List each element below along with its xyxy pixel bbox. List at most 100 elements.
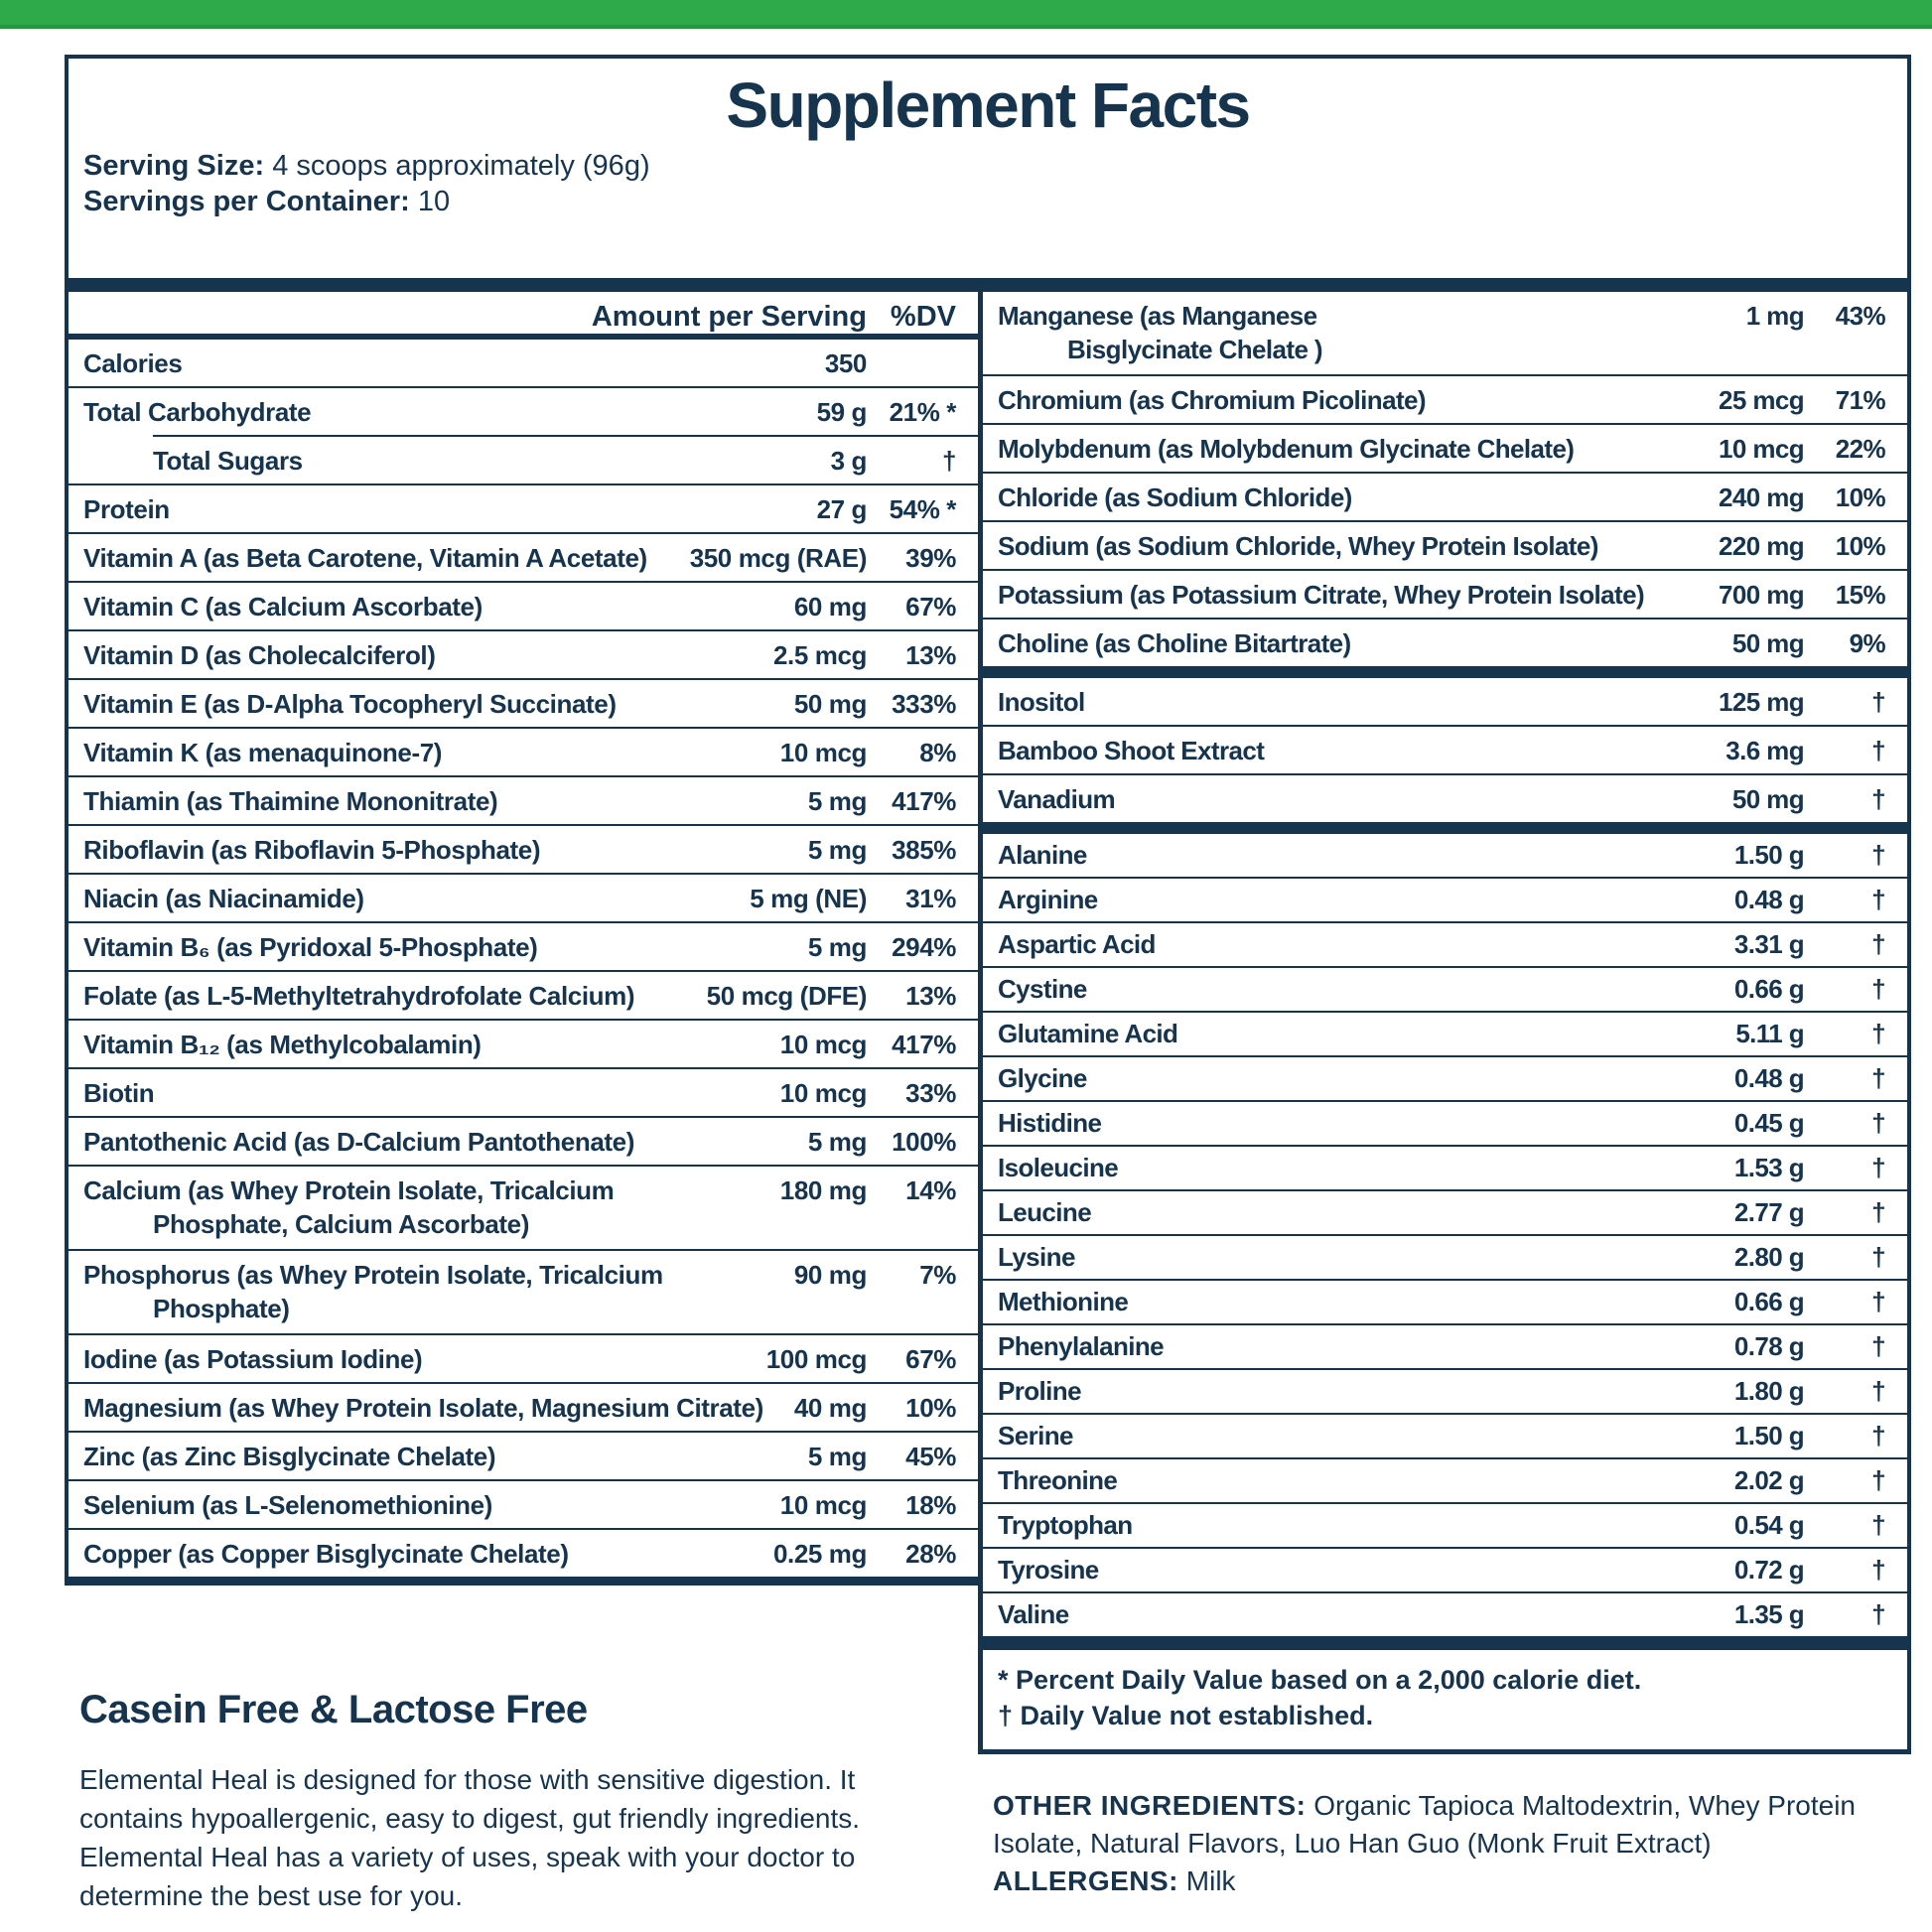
table-row: Tryptophan 0.54 g † <box>983 1504 1907 1547</box>
nutrient-dv: † <box>1871 687 1885 717</box>
nutrient-amount: 90 mg <box>793 1260 868 1290</box>
nutrient-label: Calories <box>83 348 183 378</box>
nutrient-label: Choline (as Choline Bitartrate) <box>998 628 1351 658</box>
nutrient-dv: † <box>1871 784 1885 814</box>
top-green-accent-bar <box>0 0 1932 29</box>
row-separator <box>983 1502 1907 1504</box>
table-row: Calories 350 <box>69 340 978 386</box>
servings-per-container-label: Servings per Container: <box>83 186 410 217</box>
nutrient-amount: 25 mcg <box>1718 385 1805 415</box>
table-row: Protein 27 g 54% * <box>69 485 978 532</box>
section-minerals: Manganese (as Manganese Bisglycinate Che… <box>983 292 1907 666</box>
nutrient-label: Chromium (as Chromium Picolinate) <box>998 385 1427 415</box>
nutrient-amount: 60 mg <box>793 592 868 621</box>
nutrient-amount: 40 mg <box>793 1393 868 1423</box>
table-row: Potassium (as Potassium Citrate, Whey Pr… <box>983 571 1907 618</box>
row-separator <box>983 472 1907 474</box>
nutrient-dv: † <box>941 446 956 476</box>
nutrient-dv: 10% <box>1835 483 1886 512</box>
nutrient-dv: † <box>1871 1510 1885 1540</box>
nutrient-amount: 100 mcg <box>765 1344 868 1374</box>
row-separator <box>983 966 1907 968</box>
claims-heading: Casein Free & Lactose Free <box>79 1688 588 1731</box>
row-separator <box>983 1279 1907 1281</box>
table-row: Phenylalanine 0.78 g † <box>983 1325 1907 1368</box>
table-row: Vitamin E (as D-Alpha Tocopheryl Succina… <box>69 680 978 727</box>
nutrient-label: Isoleucine <box>998 1153 1119 1182</box>
nutrient-amount: 10 mcg <box>1718 434 1805 464</box>
nutrient-label: Total Sugars <box>153 446 303 476</box>
nutrient-amount: 2.5 mcg <box>772 640 867 670</box>
nutrient-amount: 0.45 g <box>1733 1108 1805 1138</box>
nutrient-dv: † <box>1871 1019 1885 1048</box>
nutrient-amount: 27 g <box>816 494 868 524</box>
allergens-value: Milk <box>1178 1865 1236 1896</box>
table-row: Vitamin B₁₂ (as Methylcobalamin) 10 mcg 41… <box>69 1021 978 1067</box>
row-separator <box>983 1413 1907 1415</box>
percent-dv-header: %DV <box>890 301 956 333</box>
row-separator <box>69 727 978 729</box>
nutrient-label: Lysine <box>998 1242 1075 1272</box>
table-row: Valine 1.35 g † <box>983 1593 1907 1636</box>
row-separator <box>69 1431 978 1433</box>
row-separator <box>69 1249 978 1251</box>
nutrient-label: Vitamin C (as Calcium Ascorbate) <box>83 592 483 621</box>
nutrient-dv: † <box>1871 1197 1885 1227</box>
nutrient-dv: 39% <box>905 543 956 573</box>
nutrient-amount: 125 mg <box>1718 687 1805 717</box>
table-row: Serine 1.50 g † <box>983 1415 1907 1457</box>
row-separator <box>69 1479 978 1481</box>
nutrient-dv: 18% <box>905 1490 956 1520</box>
nutrient-amount: 10 mcg <box>779 738 868 767</box>
row-separator <box>983 1591 1907 1593</box>
row-separator <box>983 569 1907 571</box>
row-separator <box>983 1323 1907 1325</box>
serving-size-value: 4 scoops approximately (96g) <box>272 150 650 182</box>
table-row: Molybdenum (as Molybdenum Glycinate Chel… <box>983 425 1907 472</box>
left-rows-container: Calories 350 Total Carbohydrate 59 g 21% * To… <box>69 340 978 1577</box>
row-separator <box>69 824 978 826</box>
row-separator <box>69 483 978 485</box>
nutrient-amount: 5 mg <box>807 1127 867 1157</box>
nutrient-dv: † <box>1871 1063 1885 1093</box>
nutrient-label: Vitamin E (as D-Alpha Tocopheryl Succina… <box>83 689 617 719</box>
nutrient-label: Arginine <box>998 885 1098 914</box>
row-separator <box>983 725 1907 727</box>
row-separator <box>983 1234 1907 1236</box>
section-divider-bar <box>983 822 1907 834</box>
nutrient-dv: 22% <box>1835 434 1886 464</box>
nutrient-dv: † <box>1871 1331 1885 1361</box>
table-row: Vitamin B₆ (as Pyridoxal 5-Phosphate) 5 m… <box>69 923 978 970</box>
table-row: Vitamin K (as menaquinone-7) 10 mcg 8% <box>69 729 978 775</box>
nutrient-dv: † <box>1871 929 1885 959</box>
nutrient-label: Sodium (as Sodium Chloride, Whey Protein… <box>998 531 1598 561</box>
table-row: Sodium (as Sodium Chloride, Whey Protein… <box>983 522 1907 569</box>
table-row: Arginine 0.48 g † <box>983 879 1907 921</box>
nutrient-label: Chloride (as Sodium Chloride) <box>998 483 1352 512</box>
row-separator <box>69 775 978 777</box>
nutrient-dv: 28% <box>905 1539 956 1569</box>
supplement-facts-header-box: Supplement Facts Serving Size: 4 scoops … <box>65 55 1911 278</box>
nutrient-dv: † <box>1871 1421 1885 1450</box>
nutrient-amount: 1.80 g <box>1733 1376 1805 1406</box>
nutrient-amount: 700 mg <box>1718 580 1805 610</box>
section-divider-bar <box>983 666 1907 678</box>
nutrient-amount: 2.80 g <box>1733 1242 1805 1272</box>
table-row: Chromium (as Chromium Picolinate) 25 mcg 7… <box>983 376 1907 423</box>
nutrient-amount: 1.53 g <box>1733 1153 1805 1182</box>
nutrient-amount: 0.72 g <box>1733 1555 1805 1585</box>
nutrient-label: Vanadium <box>998 784 1116 814</box>
table-row: Isoleucine 1.53 g † <box>983 1147 1907 1189</box>
nutrient-amount: 3 g <box>830 446 868 476</box>
other-ingredients-block: OTHER INGREDIENTS: Organic Tapioca Malto… <box>993 1787 1871 1900</box>
other-ingredients-value: Organic Tapioca Maltodextrin, Whey Prote… <box>993 1790 1856 1859</box>
table-row: Tyrosine 0.72 g † <box>983 1549 1907 1591</box>
nutrient-label: Vitamin B₁₂ (as Methylcobalamin) <box>83 1030 482 1059</box>
row-separator <box>983 1547 1907 1549</box>
nutrient-label: Alanine <box>998 840 1087 870</box>
table-row: Copper (as Copper Bisglycinate Chelate) 0… <box>69 1530 978 1577</box>
row-separator <box>69 1116 978 1118</box>
nutrient-dv: 54% * <box>889 494 957 524</box>
nutrient-dv: † <box>1871 1153 1885 1182</box>
nutrient-amount: 0.54 g <box>1733 1510 1805 1540</box>
